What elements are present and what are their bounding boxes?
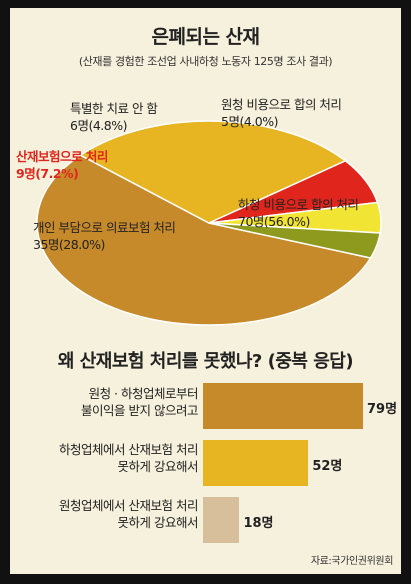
pie-label-personal-insurance: 개인 부담으로 의료보험 처리 35명(28.0%) [33, 219, 176, 253]
bar-label-prime-contractor-pressure: 원청업체에서 산재보험 처리 못하게 강요해서 [59, 498, 198, 530]
pie-label-industrial-insurance: 산재보험으로 처리 9명(7.2%) [16, 148, 108, 182]
infographic-panel: 은폐되는 산재 (산재를 경험한 조선업 사내하청 노동자 125명 조사 결과… [10, 8, 401, 574]
pie-label-value: 9명(7.2%) [16, 166, 79, 181]
bar-value-label: 18명 [243, 516, 274, 531]
pie-label-value: 6명(4.8%) [70, 118, 127, 133]
source-note: 자료:국가인권위원회 [310, 556, 394, 567]
pie-label-name: 산재보험으로 처리 [16, 149, 108, 164]
pie-label-subcontractor-settlement: 하청 비용으로 합의 처리 70명(56.0%) [238, 196, 359, 230]
pie-label-name: 개인 부담으로 의료보험 처리 [33, 220, 176, 235]
bar-label-subcontractor-pressure: 하청업체에서 산재보험 처리 못하게 강요해서 [59, 442, 198, 474]
bar-chart-title: 왜 산재보험 처리를 못했나? (중복 응답) [57, 351, 354, 372]
bar-prime-contractor-pressure [203, 497, 240, 543]
pie-chart-subtitle: (산재를 경험한 조선업 사내하청 노동자 125명 조사 결과) [78, 55, 333, 68]
pie-chart-title: 은폐되는 산재 [151, 26, 261, 48]
pie-label-value: 70명(56.0%) [238, 214, 310, 229]
pie-label-value: 35명(28.0%) [33, 237, 105, 252]
bar-value-label: 52명 [312, 459, 343, 474]
pie-label-no-treatment: 특별한 치료 안 함 6명(4.8%) [70, 100, 158, 134]
pie-slice-personal-insurance [79, 120, 347, 224]
pie-label-name: 특별한 치료 안 함 [70, 101, 158, 116]
bar-avoid-disadvantage [203, 383, 363, 429]
pie-label-name: 원청 비용으로 합의 처리 [221, 97, 342, 112]
pie-slice-subcontractor-settlement [36, 154, 372, 326]
pie-label-prime-contractor-settlement: 원청 비용으로 합의 처리 5명(4.0%) [221, 96, 342, 130]
bar-value-label: 79명 [367, 402, 398, 417]
pie-slice-prime-contractor-settlement [208, 222, 382, 259]
bar-subcontractor-pressure [203, 440, 309, 486]
pie-label-name: 하청 비용으로 합의 처리 [238, 197, 359, 212]
bar-label-avoid-disadvantage: 원청 · 하청업체로부터 불이익을 받지 않으려고 [81, 386, 198, 418]
pie-chart [36, 120, 382, 326]
pie-label-value: 5명(4.0%) [221, 114, 278, 129]
